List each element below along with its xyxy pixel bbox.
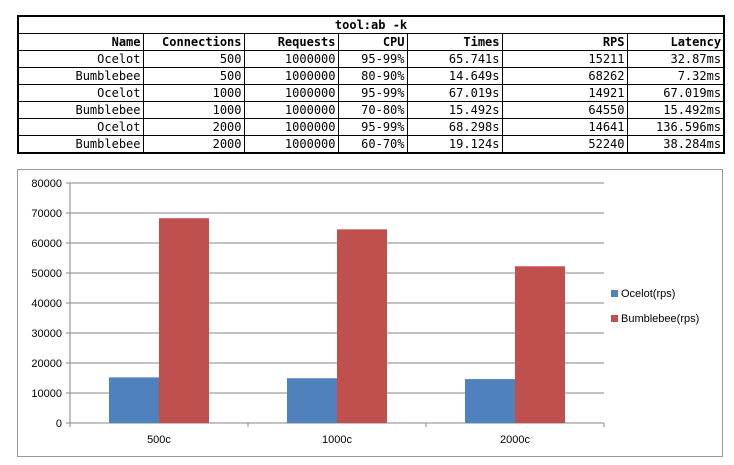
cell-cpu: 95-99%: [337, 84, 408, 102]
cell-name: Bumblebee: [17, 67, 144, 85]
bar-1-2: [515, 266, 565, 423]
bar-0-2: [465, 379, 515, 423]
table-row: Bumblebee 2000 1000000 60-70% 19.124s 52…: [17, 135, 726, 154]
table-header-row: Name Connections Requests CPU Times RPS …: [17, 33, 726, 51]
cell-cpu: 80-90%: [337, 67, 408, 85]
benchmark-table: tool:ab -k Name Connections Requests CPU…: [16, 15, 726, 154]
y-tick-label: 60000: [31, 238, 62, 250]
cell-times: 19.124s: [406, 135, 503, 154]
cell-name: Bumblebee: [17, 135, 144, 154]
table-row: Ocelot 1000 1000000 95-99% 67.019s 14921…: [17, 84, 726, 102]
y-tick-label: 70000: [31, 208, 62, 220]
column-header-latency: Latency: [626, 33, 726, 51]
cell-rps: 15211: [501, 50, 628, 68]
table-row: Bumblebee 1000 1000000 70-80% 15.492s 64…: [17, 101, 726, 119]
table-row: Ocelot 2000 1000000 95-99% 68.298s 14641…: [17, 118, 726, 136]
cell-name: Ocelot: [17, 84, 144, 102]
cell-connections: 1000: [142, 101, 245, 119]
cell-requests: 1000000: [243, 101, 339, 119]
cell-rps: 68262: [501, 67, 628, 85]
y-tick-label: 20000: [31, 358, 62, 370]
column-header-requests: Requests: [243, 33, 339, 51]
cell-requests: 1000000: [243, 135, 339, 154]
cell-latency: 15.492ms: [626, 101, 726, 119]
cell-cpu: 95-99%: [337, 118, 408, 136]
cell-latency: 67.019ms: [626, 84, 726, 102]
cell-requests: 1000000: [243, 50, 339, 68]
cell-connections: 500: [142, 50, 245, 68]
rps-bar-chart: 0 10000 20000 30000 40000 50000 60000 70000 8000…: [31, 178, 699, 446]
cell-name: Bumblebee: [17, 101, 144, 119]
y-tick-label: 50000: [31, 268, 62, 280]
legend-swatch: [611, 290, 618, 297]
table-title: tool:ab -k: [16, 15, 726, 34]
cell-name: Ocelot: [17, 50, 144, 68]
table-row: Bumblebee 500 1000000 80-90% 14.649s 682…: [17, 67, 726, 85]
y-tick-label: 80000: [31, 178, 62, 190]
cell-latency: 38.284ms: [626, 135, 726, 154]
y-tick-label: 10000: [31, 388, 62, 400]
cell-connections: 2000: [142, 118, 245, 136]
x-tick-label: 2000c: [500, 434, 530, 446]
x-tick-label: 500c: [147, 434, 171, 446]
cell-cpu: 60-70%: [337, 135, 408, 154]
cell-rps: 14641: [501, 118, 628, 136]
cell-rps: 14921: [501, 84, 628, 102]
legend-label: Ocelot(rps): [621, 288, 675, 300]
x-tick-label: 1000c: [322, 434, 352, 446]
column-header-name: Name: [17, 33, 144, 51]
cell-requests: 1000000: [243, 67, 339, 85]
cell-times: 15.492s: [406, 101, 503, 119]
cell-requests: 1000000: [243, 84, 339, 102]
chart-area: 0 10000 20000 30000 40000 50000 60000 70000 8000…: [17, 169, 723, 457]
cell-rps: 64550: [501, 101, 628, 119]
cell-latency: 32.87ms: [626, 50, 726, 68]
cell-connections: 2000: [142, 135, 245, 154]
cell-requests: 1000000: [243, 118, 339, 136]
cell-cpu: 95-99%: [337, 50, 408, 68]
cell-rps: 52240: [501, 135, 628, 154]
cell-times: 14.649s: [406, 67, 503, 85]
bar-1-0: [159, 218, 209, 423]
legend-label: Bumblebee(rps): [621, 313, 699, 325]
column-header-times: Times: [406, 33, 503, 51]
column-header-connections: Connections: [142, 33, 245, 51]
column-header-rps: RPS: [501, 33, 628, 51]
y-tick-label: 30000: [31, 328, 62, 340]
y-tick-label: 40000: [31, 298, 62, 310]
cell-name: Ocelot: [17, 118, 144, 136]
cell-times: 65.741s: [406, 50, 503, 68]
cell-connections: 500: [142, 67, 245, 85]
cell-latency: 7.32ms: [626, 67, 726, 85]
bar-1-1: [337, 229, 387, 423]
bar-0-1: [287, 378, 337, 423]
bar-0-0: [109, 377, 159, 423]
column-header-cpu: CPU: [337, 33, 408, 51]
y-tick-label: 0: [56, 418, 62, 430]
cell-connections: 1000: [142, 84, 245, 102]
cell-times: 67.019s: [406, 84, 503, 102]
cell-cpu: 70-80%: [337, 101, 408, 119]
table-row: Ocelot 500 1000000 95-99% 65.741s 15211 …: [17, 50, 726, 68]
cell-times: 68.298s: [406, 118, 503, 136]
legend-swatch: [611, 315, 618, 322]
cell-latency: 136.596ms: [626, 118, 726, 136]
